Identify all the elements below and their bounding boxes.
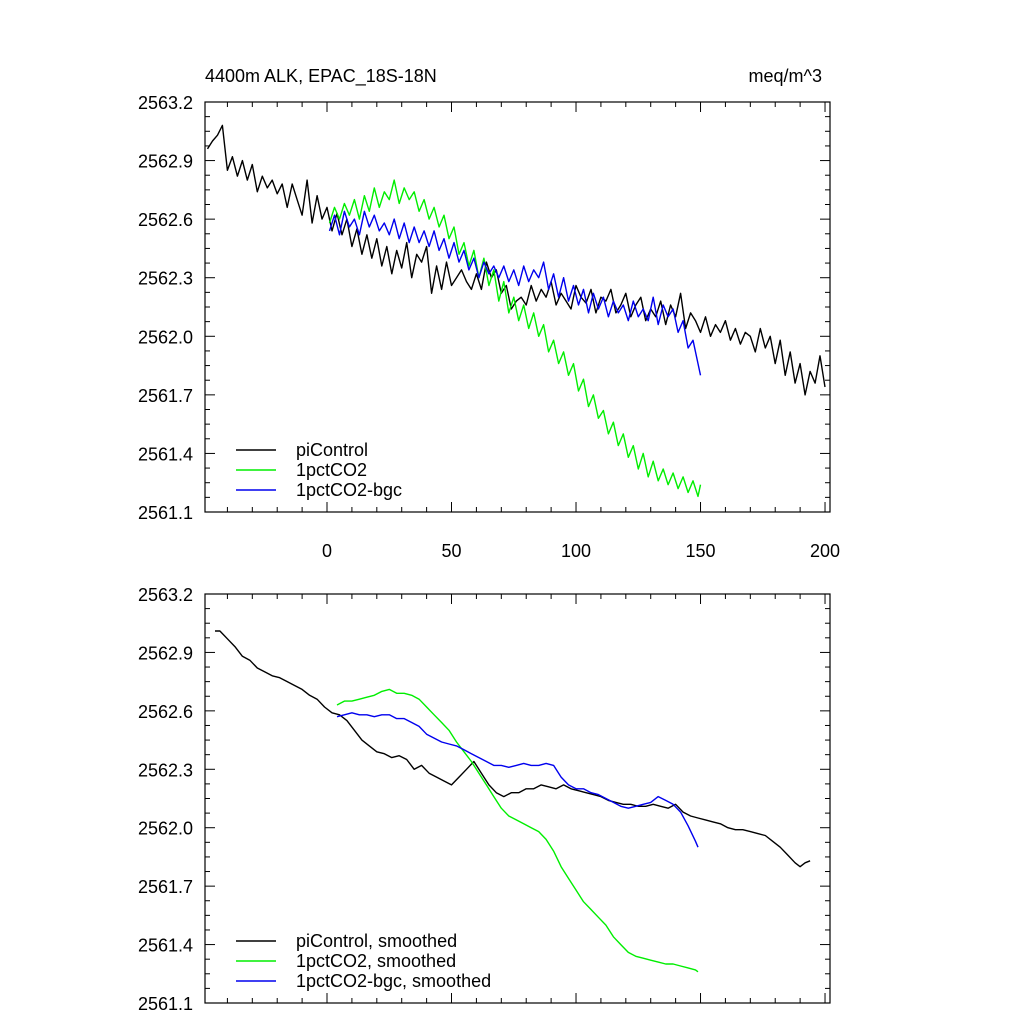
panel1-xtick-label: 150 [685, 541, 715, 561]
panel2-ytick-label: 2561.1 [138, 994, 193, 1014]
panel1-legend-label: piControl [296, 440, 368, 460]
panel2-ytick-label: 2562.9 [138, 643, 193, 663]
units-label: meq/m^3 [749, 66, 822, 86]
panel2-series-line-3 [336, 712, 699, 848]
panel2-ytick-label: 2561.7 [138, 877, 193, 897]
panel2-legend-label: 1pctCO2, smoothed [296, 951, 456, 971]
panel1-ytick-label: 2562.3 [138, 269, 193, 289]
panel2-ytick-label: 2561.4 [138, 936, 193, 956]
panel2-series-line-1 [215, 630, 811, 868]
panel1-ytick-label: 2562.0 [138, 327, 193, 347]
panel1-ytick-label: 2562.6 [138, 210, 193, 230]
panel2-ytick-label: 2562.6 [138, 702, 193, 722]
panel2-ytick-label: 2563.2 [138, 585, 193, 605]
panel1-ytick-label: 2562.9 [138, 152, 193, 172]
panel2-series-line-2 [336, 688, 699, 973]
panel1-ytick-label: 2561.7 [138, 386, 193, 406]
panel1-series-line-3 [328, 210, 702, 376]
panel1-legend-label: 1pctCO2-bgc [296, 480, 402, 500]
bottom-panel: 2561.1 2561.4 2561.7 2562.0 2562.3 2562.6 2562… [138, 585, 831, 1014]
panel1-xtick-label: 50 [441, 541, 461, 561]
panel1-xtick-label: 0 [322, 541, 332, 561]
panel1-ytick-label: 2561.4 [138, 444, 193, 464]
panel1-ytick-label: 2561.1 [138, 503, 193, 523]
panel2-ytick-label: 2562.3 [138, 760, 193, 780]
panel1-xtick-label: 200 [810, 541, 840, 561]
top-panel: 2561.1 2561.4 2561.7 2562.0 2562.3 2562.6 2562… [138, 93, 840, 561]
panel1-series-line-2 [328, 179, 702, 498]
panel1-legend-label: 1pctCO2 [296, 460, 367, 480]
panel2-legend-label: piControl, smoothed [296, 931, 457, 951]
panel1-ytick-label: 2563.2 [138, 93, 193, 113]
panel1-series-line-1 [206, 124, 826, 396]
chart-title: 4400m ALK, EPAC_18S-18N [205, 66, 437, 87]
panel1-xtick-label: 100 [561, 541, 591, 561]
panel2-ytick-label: 2562.0 [138, 819, 193, 839]
panel2-legend-label: 1pctCO2-bgc, smoothed [296, 971, 491, 991]
